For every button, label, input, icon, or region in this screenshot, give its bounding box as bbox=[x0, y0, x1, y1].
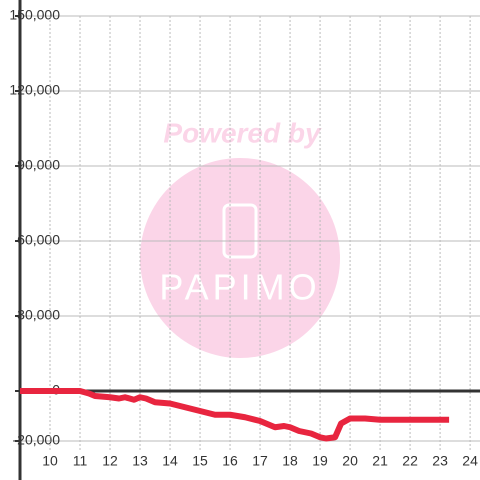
y-tick-label: 30,000 bbox=[17, 307, 60, 323]
data-line bbox=[20, 388, 450, 442]
watermark-text: Powered by bbox=[163, 117, 322, 148]
x-tick-label: 20 bbox=[342, 453, 358, 469]
x-tick-label: 15 bbox=[192, 453, 208, 469]
watermark-logo: PAPIMO bbox=[159, 267, 320, 308]
y-tick-label: 150,000 bbox=[9, 7, 60, 23]
y-tick-label: 120,000 bbox=[9, 82, 60, 98]
y-tick-label: -20,000 bbox=[13, 432, 61, 448]
x-tick-label: 23 bbox=[432, 453, 448, 469]
x-tick-label: 13 bbox=[132, 453, 148, 469]
x-tick-label: 12 bbox=[102, 453, 118, 469]
y-tick-label: 60,000 bbox=[17, 232, 60, 248]
x-tick-label: 14 bbox=[162, 453, 178, 469]
x-tick-label: 21 bbox=[372, 453, 388, 469]
x-tick-label: 22 bbox=[402, 453, 418, 469]
x-tick-label: 10 bbox=[42, 453, 58, 469]
x-tick-label: 18 bbox=[282, 453, 298, 469]
x-tick-label: 24 bbox=[462, 453, 478, 469]
x-tick-label: 19 bbox=[312, 453, 328, 469]
x-tick-label: 11 bbox=[73, 453, 88, 469]
x-tick-label: 17 bbox=[252, 453, 268, 469]
x-tick-label: 16 bbox=[222, 453, 238, 469]
y-tick-label: 90,000 bbox=[17, 157, 60, 173]
watermark-icon bbox=[222, 203, 258, 259]
